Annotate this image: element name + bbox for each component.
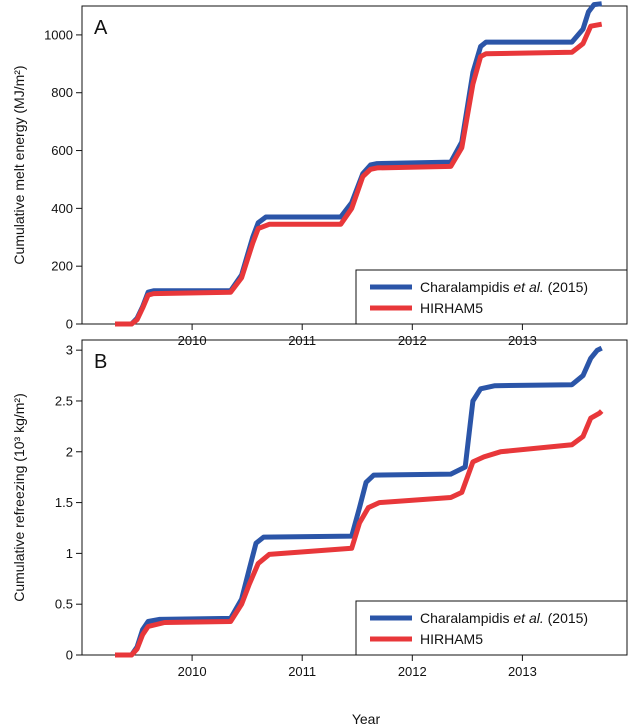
y-tick-label: 2 [66, 444, 73, 459]
x-tick-label: 2013 [508, 664, 537, 679]
legend-label: Charalampidis et al. (2015) [420, 610, 588, 626]
legend-label: HIRHAM5 [420, 631, 483, 647]
legend-label: Charalampidis et al. (2015) [420, 279, 588, 295]
y-axis-label: Cumulative refreezing (10³ kg/m²) [11, 393, 27, 602]
y-tick-label: 1 [66, 546, 73, 561]
y-tick-label: 2.5 [55, 393, 73, 408]
plot-frame [81, 339, 628, 656]
x-tick-label: 2010 [178, 664, 207, 679]
legend: Charalampidis et al. (2015) HIRHAM5 [355, 269, 628, 325]
legend-box [355, 600, 628, 656]
y-tick-label: 200 [51, 259, 73, 274]
series-line-2 [115, 409, 604, 658]
series-line-2 [115, 21, 603, 327]
y-tick-label: 400 [51, 201, 73, 216]
x-tick-label: 2012 [398, 664, 427, 679]
y-tick-label: 1000 [44, 27, 73, 42]
x-axis-label: Year [352, 711, 381, 727]
panel-b: 0 0.5 1 1.5 2 2.5 3 2010 2011 2012 2013 Cumulative … [11, 339, 628, 679]
y-axis-label: Cumulative melt energy (MJ/m²) [11, 65, 27, 264]
y-tick-label: 0 [66, 317, 73, 332]
x-tick-label: 2011 [288, 664, 316, 679]
panel-letter: A [94, 17, 108, 39]
y-tick-label: 0 [66, 648, 73, 663]
legend-box [355, 269, 628, 325]
y-tick-label: 600 [51, 143, 73, 158]
y-tick-label: 0.5 [55, 597, 73, 612]
y-tick-label: 800 [51, 85, 73, 100]
y-tick-label: 1.5 [55, 495, 73, 510]
legend-label: HIRHAM5 [420, 300, 483, 316]
plot-frame [81, 5, 628, 325]
legend: Charalampidis et al. (2015) HIRHAM5 [355, 600, 628, 656]
series-line-1 [115, 345, 603, 658]
y-tick-label: 3 [66, 343, 73, 358]
panel-letter: B [94, 351, 107, 373]
